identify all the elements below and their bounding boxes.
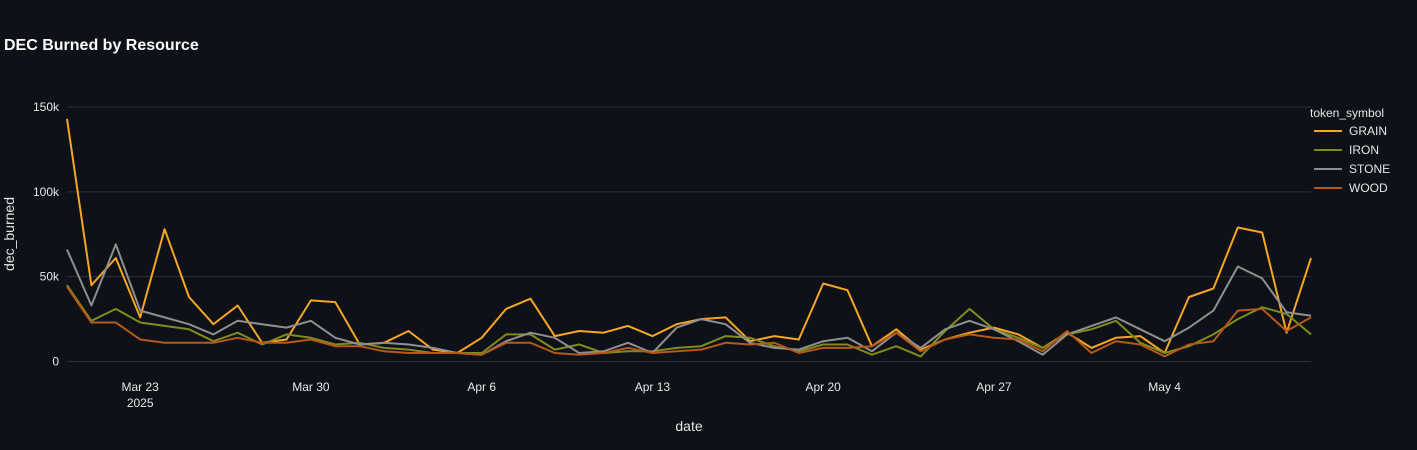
series-line-wood	[66, 286, 1312, 358]
x-tick-label: Apr 20	[805, 380, 841, 394]
x-tick-label: May 4	[1148, 380, 1181, 394]
y-axis-ticks: 0 50k 100k 150k	[33, 100, 60, 369]
x-tick-label: Mar 23	[121, 380, 159, 394]
x-axis-ticks: Mar 23 2025 Mar 30 Apr 6 Apr 13 Apr 20 Apr 27 M…	[121, 380, 1181, 410]
y-tick-label: 0	[52, 355, 59, 369]
x-tick-label: Mar 30	[292, 380, 330, 394]
series-layer	[66, 118, 1312, 358]
legend-label-grain: GRAIN	[1349, 124, 1387, 138]
series-line-grain	[66, 118, 1312, 354]
chart-title: DEC Burned by Resource	[4, 37, 199, 54]
y-tick-label: 50k	[40, 270, 60, 284]
y-axis-title: dec_burned	[1, 197, 17, 271]
legend: token_symbol GRAIN IRON STONE WOOD	[1310, 106, 1390, 195]
series-line-stone	[66, 243, 1312, 356]
grid-layer	[67, 106, 1311, 363]
legend-label-iron: IRON	[1349, 143, 1379, 157]
x-tick-sublabel: 2025	[127, 396, 154, 410]
x-tick-label: Apr 6	[467, 380, 496, 394]
legend-title: token_symbol	[1310, 106, 1384, 120]
series-line-iron	[66, 284, 1312, 358]
x-tick-label: Apr 27	[976, 380, 1012, 394]
legend-label-stone: STONE	[1349, 162, 1390, 176]
x-axis-title: date	[675, 418, 702, 434]
y-tick-label: 100k	[33, 185, 60, 199]
legend-label-wood: WOOD	[1349, 181, 1388, 195]
x-tick-label: Apr 13	[635, 380, 671, 394]
y-tick-label: 150k	[33, 100, 60, 114]
